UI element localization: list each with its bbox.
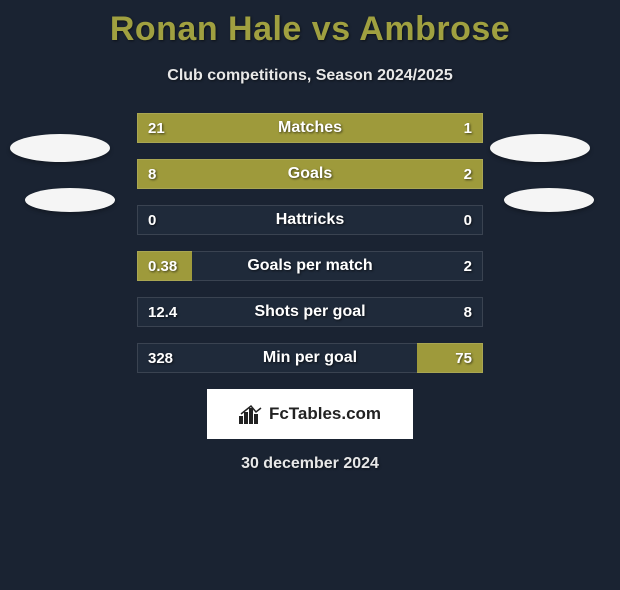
stat-value-right: 75 (445, 350, 482, 367)
bar-left: 21 (137, 113, 403, 143)
bar-track: 21 1 (137, 113, 483, 143)
stat-value-right: 2 (454, 166, 482, 183)
brand-box: FcTables.com (207, 389, 413, 439)
bar-track: 00 (137, 205, 483, 235)
stat-value-left: 0 (138, 212, 166, 229)
bar-right: 75 (417, 343, 483, 373)
date-label: 30 december 2024 (0, 455, 620, 473)
bar-left: 328 (137, 343, 417, 373)
bar-track: 82 (137, 159, 483, 189)
bar-left: 8 (137, 159, 414, 189)
stat-value-right: 1 (454, 120, 482, 137)
brand-text: FcTables.com (269, 404, 381, 424)
bar-right: 2 (192, 251, 483, 281)
brand-icon (239, 404, 263, 424)
bar-right: 0 (310, 205, 483, 235)
stat-value-left: 0.38 (138, 258, 187, 275)
stat-value-left: 12.4 (138, 304, 187, 321)
bar-track: 328 75 (137, 343, 483, 373)
stat-value-left: 21 (138, 120, 175, 137)
stat-value-left: 328 (138, 350, 183, 367)
bar-left: 0 (137, 205, 310, 235)
page-subtitle: Club competitions, Season 2024/2025 (0, 67, 620, 85)
stat-value-right: 0 (454, 212, 482, 229)
stat-value-right: 2 (454, 258, 482, 275)
page-title: Ronan Hale vs Ambrose (0, 10, 620, 49)
bar-left: 0.38 (137, 251, 192, 281)
stat-row: 0.382Goals per match (0, 251, 620, 281)
bar-right: 8 (348, 297, 483, 327)
stat-value-right: 8 (454, 304, 482, 321)
bar-right: 1 (403, 113, 483, 143)
bar-right: 2 (414, 159, 483, 189)
stat-value-left: 8 (138, 166, 166, 183)
stat-row: 82Goals (0, 159, 620, 189)
bar-track: 0.38 2 (137, 251, 483, 281)
bar-left: 12.4 (137, 297, 348, 327)
stat-row: 00Hattricks (0, 205, 620, 235)
stat-row: 12.48Shots per goal (0, 297, 620, 327)
bar-track: 12.48 (137, 297, 483, 327)
stat-row: 211Matches (0, 113, 620, 143)
stat-row: 32875Min per goal (0, 343, 620, 373)
